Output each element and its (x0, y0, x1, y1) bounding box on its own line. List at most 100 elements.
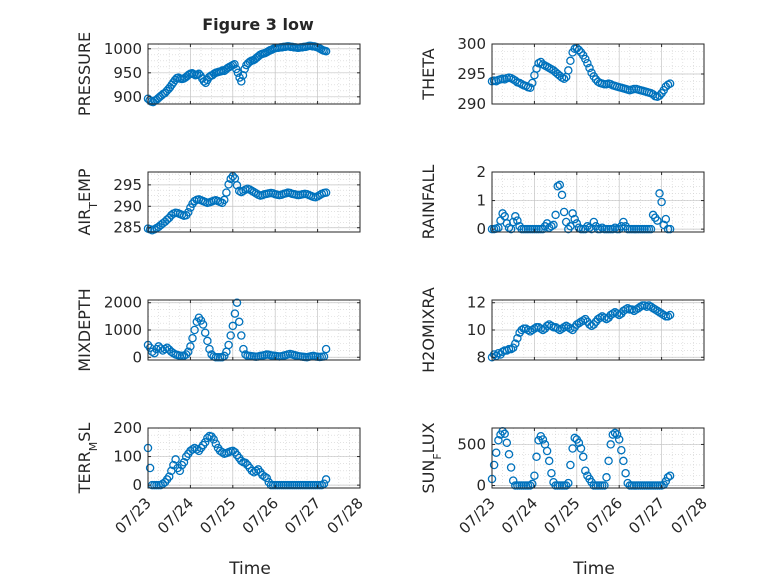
data-point (564, 66, 573, 75)
data-point (220, 195, 229, 205)
y-tick-label: 285 (113, 219, 142, 237)
data-point (321, 475, 331, 484)
data-point (241, 458, 250, 468)
data-point (224, 180, 233, 189)
data-point (653, 306, 662, 316)
data-point (636, 302, 645, 312)
data-point (511, 76, 520, 85)
data-point (642, 302, 652, 312)
data-point (211, 439, 221, 448)
x-tick-label: 07/24 (154, 494, 197, 537)
subplot-h2omixra: 8 10 12 H2OMIXRA (419, 287, 705, 373)
data-point (222, 188, 231, 197)
data-point (530, 324, 539, 333)
data-point (561, 481, 571, 490)
data-point (614, 435, 624, 444)
data-point (147, 347, 157, 357)
y-axis-label: THETA (419, 48, 438, 100)
data-point (542, 446, 552, 456)
y-tick-label: 1 (476, 192, 486, 210)
data-point (629, 306, 639, 316)
y-tick-label: 500 (457, 435, 486, 453)
data-point (245, 185, 255, 194)
data-point (491, 448, 501, 457)
data-point (158, 479, 168, 488)
data-point (568, 209, 577, 218)
data-point (239, 344, 248, 354)
data-point (489, 460, 499, 470)
data-point (186, 342, 195, 351)
y-axis-label: H2OMIXRA (419, 287, 438, 373)
data-point (570, 214, 579, 224)
data-point (162, 215, 172, 224)
x-tick-label: 07/23 (456, 494, 499, 537)
data-point (226, 331, 235, 340)
data-point (494, 436, 503, 445)
data-point (508, 217, 518, 227)
data-point (578, 452, 588, 462)
data-point (574, 438, 584, 448)
data-point (167, 347, 176, 357)
data-point (665, 471, 675, 480)
data-point (610, 223, 620, 232)
data-point (646, 224, 656, 234)
data-point (653, 216, 662, 225)
x-tick-label: 07/26 (239, 494, 282, 537)
data-point (578, 316, 588, 325)
data-point (230, 59, 239, 69)
data-point (602, 473, 611, 482)
data-point (249, 468, 259, 477)
data-point (564, 478, 573, 488)
data-point (646, 302, 656, 312)
y-axis-label: SUNFLUX (419, 422, 444, 493)
data-point (648, 303, 658, 313)
y-tick-label: 2000 (104, 294, 142, 312)
data-point (203, 336, 212, 346)
data-point (665, 79, 675, 88)
data-point (585, 63, 594, 73)
data-point (232, 298, 242, 307)
subplot-air-temp: 285 290 295 AIRTEMP (75, 168, 361, 237)
data-point (233, 68, 243, 78)
data-point (198, 320, 208, 329)
data-point (559, 323, 569, 332)
data-point (576, 444, 586, 453)
data-point (564, 323, 573, 332)
data-point (217, 353, 227, 362)
data-point (200, 438, 210, 447)
data-point (617, 445, 626, 455)
y-tick-label: 290 (457, 95, 486, 113)
data-point (663, 312, 673, 321)
data-point (621, 305, 630, 314)
data-point (184, 347, 193, 357)
axes-box (147, 171, 361, 233)
y-tick-label: 1000 (104, 321, 142, 339)
data-point (659, 310, 668, 320)
x-tick-label: 07/23 (112, 494, 155, 537)
data-point (504, 450, 514, 459)
data-point (595, 224, 605, 234)
x-tick-label: 07/24 (498, 494, 541, 537)
data-point (196, 316, 206, 325)
data-point (551, 210, 560, 220)
data-point (164, 213, 174, 223)
data-point (511, 339, 520, 348)
data-point (150, 348, 159, 358)
data-point (508, 343, 518, 352)
data-point (525, 481, 535, 490)
data-point (489, 350, 499, 359)
data-point (532, 64, 541, 73)
data-point (555, 325, 565, 335)
data-point (659, 220, 668, 230)
data-point (549, 220, 558, 230)
x-tick-label: 07/28 (668, 494, 711, 537)
data-point (574, 318, 584, 328)
data-point (217, 448, 227, 457)
data-point (224, 340, 233, 350)
data-point (511, 212, 520, 221)
subplot-theta: 290 295 300 THETA (419, 35, 705, 113)
x-tick-label: 07/28 (324, 494, 367, 537)
data-point (156, 344, 165, 353)
data-point (502, 438, 512, 448)
x-axis-label-left: Time (228, 559, 271, 579)
